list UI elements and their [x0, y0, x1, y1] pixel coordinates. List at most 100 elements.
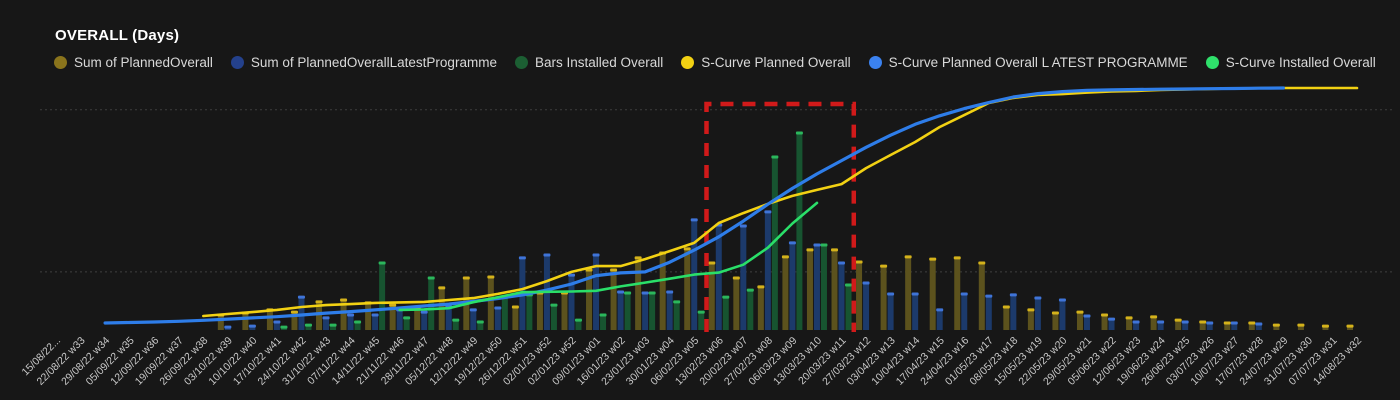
bar-planned-latest[interactable]	[887, 293, 894, 330]
bar-planned-latest[interactable]	[1010, 294, 1017, 330]
bar-planned-overall[interactable]	[782, 256, 789, 330]
bar-installed[interactable]	[747, 290, 754, 330]
bar-planned-latest[interactable]	[912, 293, 919, 330]
bar-planned-overall[interactable]	[536, 292, 543, 330]
bar-planned-overall[interactable]	[1052, 313, 1059, 330]
bar-planned-latest[interactable]	[789, 242, 796, 330]
legend-item-5[interactable]: S-Curve Installed Overall	[1205, 55, 1376, 70]
bar-planned-latest[interactable]	[347, 314, 354, 330]
bar-planned-overall[interactable]	[1150, 316, 1157, 330]
bar-planned-latest[interactable]	[1083, 315, 1090, 330]
bar-planned-latest[interactable]	[593, 254, 600, 330]
bar-planned-latest[interactable]	[715, 224, 722, 330]
bar-planned-overall[interactable]	[905, 256, 912, 330]
bar-planned-overall[interactable]	[340, 299, 347, 330]
bar-planned-overall[interactable]	[733, 277, 740, 330]
bar-planned-overall[interactable]	[806, 249, 813, 330]
bar-planned-overall[interactable]	[217, 314, 224, 330]
bar-planned-latest[interactable]	[985, 296, 992, 330]
bar-planned-latest[interactable]	[421, 312, 428, 330]
legend-item-0[interactable]: Sum of PlannedOverall	[54, 55, 213, 70]
bar-planned-overall[interactable]	[610, 269, 617, 330]
bar-planned-latest[interactable]	[740, 225, 747, 330]
bar-planned-latest[interactable]	[1034, 298, 1041, 330]
bar-planned-overall[interactable]	[757, 286, 764, 330]
bar-installed[interactable]	[649, 292, 656, 330]
bar-planned-latest[interactable]	[1255, 323, 1262, 330]
bar-planned-overall[interactable]	[1076, 312, 1083, 330]
bar-planned-overall[interactable]	[1003, 307, 1010, 330]
bar-planned-overall[interactable]	[635, 257, 642, 330]
bar-planned-latest[interactable]	[323, 317, 330, 330]
bar-planned-latest[interactable]	[494, 307, 501, 330]
bar-planned-overall[interactable]	[831, 249, 838, 330]
bar-planned-latest[interactable]	[1059, 299, 1066, 330]
legend-item-3[interactable]: S-Curve Planned Overall	[681, 55, 851, 70]
bar-planned-overall[interactable]	[586, 269, 593, 330]
bar-planned-overall[interactable]	[929, 259, 936, 330]
bar-planned-overall[interactable]	[242, 313, 249, 330]
bar-installed[interactable]	[501, 297, 508, 330]
bar-planned-latest[interactable]	[642, 292, 649, 330]
bar-planned-latest[interactable]	[863, 283, 870, 330]
bar-installed[interactable]	[575, 320, 582, 330]
bar-planned-overall[interactable]	[978, 262, 985, 330]
bar-planned-overall[interactable]	[708, 262, 715, 330]
bar-installed[interactable]	[796, 133, 803, 330]
bar-planned-latest[interactable]	[617, 292, 624, 330]
bar-installed[interactable]	[771, 156, 778, 330]
bar-planned-latest[interactable]	[396, 309, 403, 330]
bar-planned-overall[interactable]	[1027, 309, 1034, 330]
bar-installed[interactable]	[722, 297, 729, 330]
bar-planned-overall[interactable]	[1273, 325, 1280, 330]
bar-planned-latest[interactable]	[961, 293, 968, 330]
bar-planned-latest[interactable]	[813, 245, 820, 330]
legend-item-2[interactable]: Bars Installed Overall	[514, 55, 663, 70]
bar-planned-overall[interactable]	[1248, 322, 1255, 330]
bar-planned-overall[interactable]	[266, 309, 273, 330]
bar-planned-latest[interactable]	[470, 309, 477, 330]
bar-planned-latest[interactable]	[372, 314, 379, 330]
bar-installed[interactable]	[698, 312, 705, 330]
bar-planned-latest[interactable]	[936, 309, 943, 330]
bar-planned-latest[interactable]	[764, 211, 771, 330]
bar-planned-overall[interactable]	[1175, 320, 1182, 330]
bar-planned-overall[interactable]	[414, 307, 421, 330]
s-curve-planned[interactable]	[202, 86, 1359, 318]
bar-installed[interactable]	[379, 262, 386, 330]
bar-planned-overall[interactable]	[1101, 314, 1108, 330]
bar-planned-latest[interactable]	[445, 307, 452, 330]
bar-planned-overall[interactable]	[291, 312, 298, 330]
s-curve-installed[interactable]	[398, 201, 819, 312]
bar-planned-overall[interactable]	[365, 302, 372, 330]
bar-installed[interactable]	[330, 325, 337, 330]
bar-installed[interactable]	[452, 320, 459, 330]
bar-planned-latest[interactable]	[838, 262, 845, 330]
legend-item-1[interactable]: Sum of PlannedOverallLatestProgramme	[230, 55, 497, 70]
bar-installed[interactable]	[550, 305, 557, 330]
bar-installed[interactable]	[526, 294, 533, 330]
bar-installed[interactable]	[354, 322, 361, 330]
bar-planned-overall[interactable]	[561, 292, 568, 330]
s-curve-planned-latest[interactable]	[103, 86, 1285, 325]
bar-planned-overall[interactable]	[880, 266, 887, 330]
bar-planned-overall[interactable]	[1347, 326, 1353, 330]
bar-planned-overall[interactable]	[389, 305, 396, 330]
bar-planned-latest[interactable]	[1157, 322, 1164, 330]
bar-planned-latest[interactable]	[1206, 322, 1213, 330]
bar-planned-latest[interactable]	[1182, 322, 1189, 330]
bar-planned-latest[interactable]	[1108, 319, 1115, 330]
bar-planned-latest[interactable]	[249, 326, 256, 330]
bar-planned-overall[interactable]	[659, 253, 666, 330]
bar-installed[interactable]	[820, 245, 827, 330]
bar-planned-overall[interactable]	[856, 261, 863, 330]
bar-planned-overall[interactable]	[316, 301, 323, 330]
bar-planned-overall[interactable]	[487, 277, 494, 330]
bar-installed[interactable]	[673, 301, 680, 330]
bar-installed[interactable]	[305, 325, 312, 330]
bar-installed[interactable]	[403, 317, 410, 330]
bar-planned-overall[interactable]	[954, 257, 961, 330]
bar-planned-overall[interactable]	[1297, 325, 1304, 330]
bar-planned-latest[interactable]	[666, 292, 673, 330]
bar-planned-overall[interactable]	[1322, 326, 1329, 330]
